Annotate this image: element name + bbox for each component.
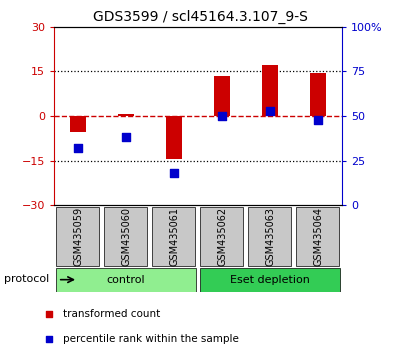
Text: GSM435061: GSM435061 xyxy=(169,207,179,266)
Point xyxy=(267,108,273,113)
FancyBboxPatch shape xyxy=(152,207,195,266)
Point xyxy=(75,145,81,151)
Text: transformed count: transformed count xyxy=(63,308,160,319)
Point xyxy=(123,135,129,140)
Bar xyxy=(166,116,182,159)
Text: percentile rank within the sample: percentile rank within the sample xyxy=(63,334,239,344)
Bar xyxy=(118,114,134,116)
Text: GDS3599 / scl45164.3.107_9-S: GDS3599 / scl45164.3.107_9-S xyxy=(92,10,308,24)
FancyBboxPatch shape xyxy=(104,207,147,266)
Text: GSM435062: GSM435062 xyxy=(217,207,227,266)
Text: Eset depletion: Eset depletion xyxy=(230,275,310,285)
Text: GSM435064: GSM435064 xyxy=(313,207,323,266)
Text: control: control xyxy=(107,275,145,285)
FancyBboxPatch shape xyxy=(56,268,196,292)
FancyBboxPatch shape xyxy=(248,207,291,266)
Text: GSM435059: GSM435059 xyxy=(73,207,83,266)
Text: GSM435063: GSM435063 xyxy=(265,207,275,266)
FancyBboxPatch shape xyxy=(56,207,99,266)
FancyBboxPatch shape xyxy=(200,207,243,266)
Point xyxy=(171,170,177,176)
Point xyxy=(46,311,52,316)
FancyBboxPatch shape xyxy=(296,207,339,266)
Text: GSM435060: GSM435060 xyxy=(121,207,131,266)
Bar xyxy=(70,116,86,132)
Point xyxy=(315,117,321,122)
Bar xyxy=(310,73,326,116)
Point xyxy=(219,113,225,119)
Text: protocol: protocol xyxy=(4,274,49,284)
Bar xyxy=(262,65,278,116)
Bar xyxy=(214,76,230,116)
FancyBboxPatch shape xyxy=(200,268,340,292)
Point xyxy=(46,336,52,342)
